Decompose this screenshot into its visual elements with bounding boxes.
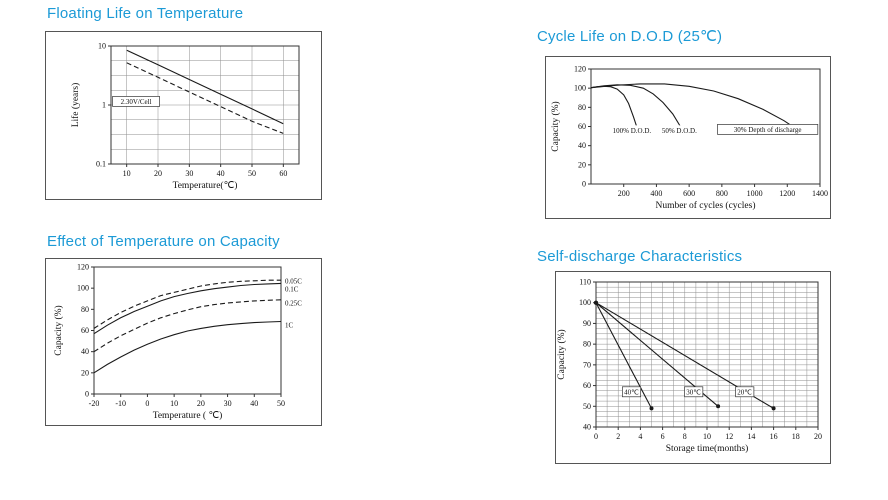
svg-text:10: 10 bbox=[123, 169, 131, 178]
chart-title-floating-life: Floating Life on Temperature bbox=[47, 5, 244, 22]
svg-text:50: 50 bbox=[583, 402, 591, 411]
svg-text:60: 60 bbox=[279, 169, 287, 178]
svg-text:4: 4 bbox=[638, 432, 642, 441]
svg-text:1000: 1000 bbox=[747, 189, 763, 198]
svg-text:20℃: 20℃ bbox=[737, 388, 752, 396]
svg-text:Storage time(months): Storage time(months) bbox=[666, 443, 749, 454]
svg-text:100: 100 bbox=[579, 298, 591, 307]
svg-text:8: 8 bbox=[683, 432, 687, 441]
svg-text:120: 120 bbox=[77, 263, 89, 272]
chart-title-self-discharge: Self-discharge Characteristics bbox=[537, 248, 743, 265]
svg-text:80: 80 bbox=[583, 340, 591, 349]
svg-text:1200: 1200 bbox=[779, 189, 795, 198]
svg-text:12: 12 bbox=[725, 432, 733, 441]
svg-text:60: 60 bbox=[81, 326, 89, 335]
svg-text:120: 120 bbox=[574, 65, 586, 74]
svg-text:0.1C: 0.1C bbox=[285, 286, 299, 294]
svg-text:-20: -20 bbox=[89, 399, 100, 408]
svg-text:40: 40 bbox=[217, 169, 225, 178]
svg-text:30℃: 30℃ bbox=[686, 388, 701, 396]
svg-text:18: 18 bbox=[792, 432, 800, 441]
svg-text:70: 70 bbox=[583, 360, 591, 369]
svg-text:20: 20 bbox=[814, 432, 822, 441]
svg-text:100: 100 bbox=[77, 284, 89, 293]
svg-text:60: 60 bbox=[583, 381, 591, 390]
svg-text:40: 40 bbox=[583, 423, 591, 432]
svg-text:100: 100 bbox=[574, 84, 586, 93]
svg-text:-10: -10 bbox=[115, 399, 126, 408]
svg-text:20: 20 bbox=[578, 160, 586, 169]
svg-text:40℃: 40℃ bbox=[624, 388, 639, 396]
svg-text:6: 6 bbox=[661, 432, 665, 441]
svg-text:Capacity (%): Capacity (%) bbox=[53, 305, 64, 355]
svg-text:100% D.O.D.: 100% D.O.D. bbox=[613, 127, 652, 135]
svg-text:Life (years): Life (years) bbox=[70, 83, 81, 128]
svg-text:80: 80 bbox=[81, 305, 89, 314]
svg-text:90: 90 bbox=[583, 319, 591, 328]
svg-text:10: 10 bbox=[170, 399, 178, 408]
svg-text:50: 50 bbox=[248, 169, 256, 178]
svg-text:16: 16 bbox=[770, 432, 778, 441]
svg-text:50% D.O.D.: 50% D.O.D. bbox=[662, 127, 697, 135]
svg-text:20: 20 bbox=[154, 169, 162, 178]
svg-text:30: 30 bbox=[185, 169, 193, 178]
svg-text:600: 600 bbox=[683, 189, 695, 198]
svg-text:30: 30 bbox=[224, 399, 232, 408]
svg-text:2.30V/Cell: 2.30V/Cell bbox=[121, 98, 152, 106]
svg-text:80: 80 bbox=[578, 103, 586, 112]
svg-text:1C: 1C bbox=[285, 322, 294, 330]
svg-text:50: 50 bbox=[277, 399, 285, 408]
svg-text:0: 0 bbox=[85, 390, 89, 399]
svg-text:40: 40 bbox=[578, 141, 586, 150]
chart-floating-life: 10 20 30 40 50 60 0.1 1 10 Temperature(℃) Life (ye… bbox=[45, 31, 322, 200]
chart-temperature-capacity: -20 -10 0 10 20 30 40 50 0 20 40 60 80 100 120 Temperat… bbox=[45, 258, 322, 426]
svg-text:Capacity (%): Capacity (%) bbox=[556, 329, 567, 379]
svg-text:0: 0 bbox=[145, 399, 149, 408]
svg-text:Temperature ( ℃): Temperature ( ℃) bbox=[153, 410, 223, 421]
svg-text:Number of cycles (cycles): Number of cycles (cycles) bbox=[656, 200, 756, 211]
svg-text:60: 60 bbox=[578, 122, 586, 131]
svg-text:14: 14 bbox=[747, 432, 755, 441]
svg-text:0: 0 bbox=[582, 180, 586, 189]
svg-text:800: 800 bbox=[716, 189, 728, 198]
chart-self-discharge: 0 2 4 6 8 10 12 14 16 18 20 40 50 60 70 80 90 100 110 Stora… bbox=[555, 271, 831, 464]
svg-text:20: 20 bbox=[197, 399, 205, 408]
chart-cycle-life: 200 400 600 800 1000 1200 1400 0 20 40 60 80 100 120 N… bbox=[545, 56, 831, 219]
svg-text:30% Depth of discharge: 30% Depth of discharge bbox=[734, 126, 802, 134]
svg-text:10: 10 bbox=[703, 432, 711, 441]
chart-title-temperature-capacity: Effect of Temperature on Capacity bbox=[47, 233, 280, 250]
svg-text:1400: 1400 bbox=[812, 189, 828, 198]
svg-text:0.25C: 0.25C bbox=[285, 299, 302, 307]
svg-text:0.05C: 0.05C bbox=[285, 277, 302, 285]
svg-text:200: 200 bbox=[618, 189, 630, 198]
svg-text:20: 20 bbox=[81, 368, 89, 377]
svg-text:10: 10 bbox=[98, 42, 106, 51]
svg-text:40: 40 bbox=[81, 347, 89, 356]
svg-text:0.1: 0.1 bbox=[96, 160, 106, 169]
svg-text:40: 40 bbox=[250, 399, 258, 408]
svg-text:Capacity (%): Capacity (%) bbox=[550, 101, 561, 151]
svg-text:2: 2 bbox=[616, 432, 620, 441]
svg-text:Temperature(℃): Temperature(℃) bbox=[173, 180, 238, 191]
svg-text:1: 1 bbox=[102, 101, 106, 110]
svg-text:400: 400 bbox=[650, 189, 662, 198]
svg-text:0: 0 bbox=[594, 432, 598, 441]
chart-title-cycle-life: Cycle Life on D.O.D (25℃) bbox=[537, 28, 723, 45]
svg-text:110: 110 bbox=[579, 278, 591, 287]
